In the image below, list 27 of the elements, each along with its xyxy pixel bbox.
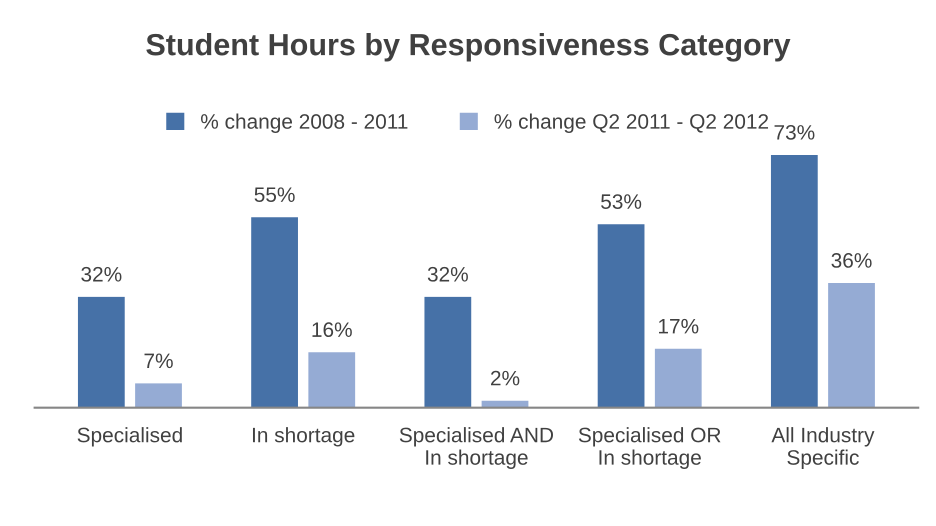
bar — [135, 383, 182, 408]
bar — [770, 154, 818, 408]
data-label: 53% — [601, 194, 642, 209]
data-label: 32% — [81, 266, 122, 282]
x-tick-label: All Industry Specific — [771, 427, 874, 469]
x-tick-label: Specialised — [78, 427, 182, 447]
legend-label: % change 2008 - 2011 — [201, 114, 408, 133]
bar — [828, 283, 875, 408]
data-label: 55% — [254, 187, 295, 202]
data-label: 73% — [774, 124, 814, 140]
data-label: 7% — [144, 354, 173, 368]
x-tick-label: In shortage — [252, 427, 354, 447]
bar — [78, 296, 125, 408]
chart-title: Student Hours by Responsiveness Category — [146, 33, 790, 62]
data-label: 17% — [659, 318, 698, 334]
bar — [251, 217, 298, 408]
bar — [598, 224, 644, 408]
data-label: 16% — [312, 322, 352, 338]
data-label: 2% — [491, 370, 520, 386]
data-label: 32% — [428, 266, 468, 282]
data-label: 36% — [831, 253, 872, 268]
legend-label: % change Q2 2011 - Q2 2012 — [494, 114, 768, 133]
bar — [424, 296, 472, 408]
x-tick-label: Specialised AND In shortage — [400, 427, 554, 469]
bar — [308, 352, 356, 408]
x-tick-label: Specialised OR In shortage — [578, 427, 721, 469]
bar — [654, 348, 702, 408]
